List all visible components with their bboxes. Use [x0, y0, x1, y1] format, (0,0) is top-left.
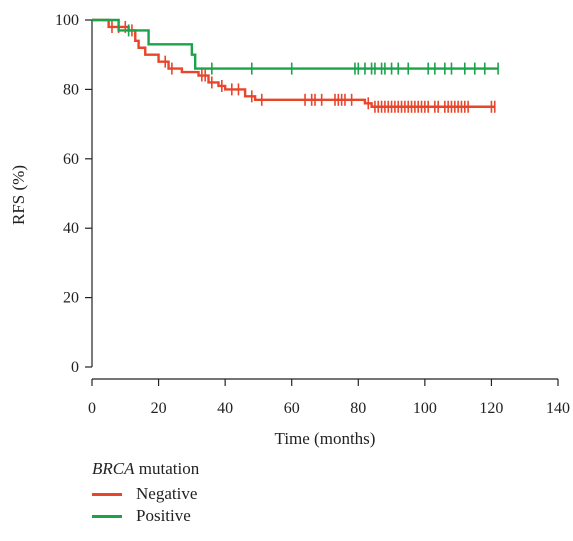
legend-item-positive: Positive — [92, 505, 199, 527]
y-axis: 0 20 40 60 80 100 — [55, 12, 93, 376]
x-tick-label: 140 — [546, 400, 570, 417]
x-tick-label: 0 — [88, 400, 96, 417]
y-axis-title: RFS (%) — [9, 165, 28, 225]
x-tick-label: 100 — [413, 400, 437, 417]
km-curve-positive — [92, 18, 499, 70]
legend: BRCA mutation Negative Positive — [92, 459, 199, 527]
legend-label-positive: Positive — [136, 506, 191, 525]
y-tick-label: 40 — [63, 220, 79, 237]
x-axis: 0 20 40 60 80 100 120 140 — [88, 378, 570, 417]
x-tick-label: 20 — [151, 400, 167, 417]
x-axis-title: Time (months) — [275, 429, 376, 448]
legend-title: BRCA mutation — [92, 459, 199, 479]
y-tick-label: 100 — [55, 12, 79, 29]
legend-item-negative: Negative — [92, 483, 199, 505]
legend-title-gene: BRCA — [92, 459, 135, 478]
series-layer — [92, 18, 499, 113]
legend-swatch-negative — [92, 492, 122, 496]
km-curve-negative — [92, 18, 495, 108]
y-tick-label: 60 — [63, 151, 79, 168]
y-tick-label: 80 — [63, 81, 79, 98]
x-tick-label: 80 — [350, 400, 366, 417]
legend-swatch-positive — [92, 514, 122, 518]
y-tick-label: 20 — [63, 290, 79, 307]
x-tick-label: 40 — [217, 400, 233, 417]
x-tick-label: 60 — [284, 400, 300, 417]
series-positive — [92, 18, 499, 75]
legend-label-negative: Negative — [136, 484, 198, 503]
legend-title-rest: mutation — [134, 459, 200, 478]
x-tick-label: 120 — [479, 400, 503, 417]
series-negative — [92, 18, 496, 113]
y-tick-label: 0 — [71, 359, 79, 376]
